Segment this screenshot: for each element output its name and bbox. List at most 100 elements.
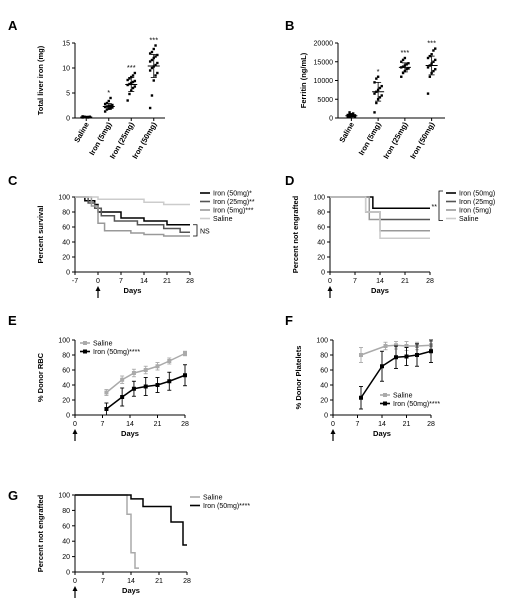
x-tick-label: 28 — [181, 421, 189, 428]
data-point — [131, 86, 135, 90]
y-tick-label: 60 — [62, 523, 70, 530]
panel-label: G — [8, 488, 18, 503]
x-tick-label: -7 — [72, 278, 78, 285]
data-point — [426, 56, 430, 60]
category-label: Iron (50mg) — [408, 120, 436, 160]
data-point — [148, 52, 152, 55]
data-point — [150, 58, 154, 62]
y-tick-label: 100 — [316, 338, 328, 345]
data-point — [432, 49, 435, 52]
data-point — [104, 390, 109, 395]
series-line — [75, 196, 190, 233]
data-point — [152, 79, 155, 82]
data-point — [407, 67, 410, 70]
data-point — [373, 81, 376, 84]
y-tick-label: 15000 — [314, 59, 334, 66]
series-line — [75, 196, 190, 237]
legend-label: Iron (5mg) — [459, 208, 491, 215]
y-axis-title: % Donor Platelets — [294, 346, 303, 410]
x-tick-label: 14 — [127, 578, 135, 585]
data-point — [404, 354, 409, 359]
y-tick-label: 5 — [66, 91, 70, 98]
y-tick-label: 20000 — [314, 41, 334, 48]
data-point — [128, 77, 131, 80]
x-tick-label: 14 — [126, 421, 134, 428]
legend-label: Iron (25mg) — [459, 199, 495, 206]
x-axis-title: Days — [371, 286, 389, 295]
x-tick-label: 7 — [353, 278, 357, 285]
data-point — [148, 106, 152, 110]
x-tick-label: 28 — [427, 421, 435, 428]
transplant-arrow-head — [327, 286, 333, 291]
y-tick-label: 60 — [317, 225, 325, 232]
data-point — [426, 92, 430, 95]
y-tick-label: 0 — [66, 116, 70, 123]
y-tick-label: 0 — [66, 570, 70, 577]
data-point — [109, 106, 112, 110]
data-point — [432, 60, 435, 63]
data-point — [430, 53, 433, 56]
data-point — [133, 85, 137, 88]
y-tick-label: 40 — [62, 383, 70, 390]
data-point — [111, 103, 114, 107]
data-point — [167, 379, 172, 384]
data-point — [405, 68, 408, 71]
data-point — [150, 50, 154, 54]
legend-label: Saline — [93, 341, 113, 348]
significance-marker: *** — [400, 48, 409, 57]
legend-marker — [383, 393, 387, 397]
legend: Iron (50mg)Iron (25mg) Iron (5mg)Saline — [446, 191, 495, 223]
data-point — [353, 115, 357, 119]
series-line — [330, 196, 430, 239]
y-tick-label: 100 — [58, 195, 70, 202]
data-point — [375, 77, 378, 80]
y-tick-label: 100 — [58, 493, 70, 500]
y-tick-label: 60 — [320, 368, 328, 375]
data-point — [131, 371, 136, 375]
x-tick-label: 7 — [119, 278, 123, 285]
data-point — [150, 66, 154, 70]
x-tick-label: 14 — [378, 421, 386, 428]
y-tick-label: 80 — [62, 210, 70, 217]
series-line — [75, 494, 139, 569]
data-point — [131, 386, 136, 391]
legend-label: Iron (25mg)** — [213, 199, 255, 206]
y-tick-label: 100 — [58, 338, 70, 345]
y-tick-label: 60 — [62, 368, 70, 375]
transplant-arrow-head — [72, 586, 78, 591]
comparison-bracket — [193, 224, 198, 237]
panel-f: F 0 20 40 60 80 100 % Donor Platelets 0 7 14 21 28 Da… — [285, 313, 440, 441]
x-tick-label: 21 — [154, 421, 162, 428]
x-tick-label: 0 — [73, 421, 77, 428]
y-tick-label: 20 — [317, 255, 325, 262]
data-point — [380, 94, 383, 97]
legend: Iron (50mg)*Iron (25mg)** Iron (5mg)***Sa… — [200, 191, 255, 223]
data-point — [103, 110, 107, 113]
data-point — [128, 92, 131, 96]
data-point — [405, 63, 408, 66]
data-point — [376, 75, 380, 78]
data-point — [120, 377, 125, 382]
x-tick-label: 28 — [186, 278, 194, 285]
data-point — [400, 75, 403, 78]
data-point — [348, 111, 351, 114]
y-tick-label: 60 — [62, 225, 70, 232]
data-point — [167, 359, 172, 363]
series-line — [360, 350, 432, 399]
series-line — [330, 196, 430, 209]
legend-marker — [383, 401, 387, 406]
y-tick-label: 0 — [324, 413, 328, 420]
legend-label: Saline — [213, 216, 233, 223]
x-axis-title: Days — [124, 286, 142, 295]
data-point — [111, 106, 114, 109]
y-tick-label: 10 — [62, 66, 70, 73]
data-point — [359, 353, 363, 357]
data-point — [130, 75, 133, 79]
data-point — [380, 364, 384, 369]
y-axis-title: % Donor RBC — [36, 352, 45, 402]
y-axis-title: Percent not engrafted — [291, 195, 300, 273]
data-point — [394, 343, 398, 348]
